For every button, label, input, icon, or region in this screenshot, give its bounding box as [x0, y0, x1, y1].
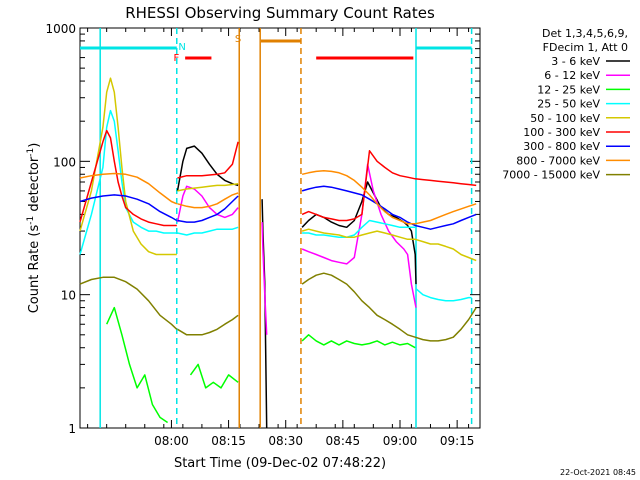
y-axis-label: Count Rate (s-1 detector-1)	[26, 143, 42, 314]
plot-area	[79, 27, 481, 429]
y-axis-label-sup1: -1	[26, 216, 36, 225]
date-stamp: 22-Oct-2021 08:45	[560, 468, 636, 477]
y-axis-label-part3: )	[27, 143, 42, 148]
series-3	[79, 109, 472, 302]
series-1-segment-1	[261, 222, 268, 335]
y-axis-label-sup2: -1	[26, 148, 36, 157]
legend-entry-1: 6 - 12 keV	[544, 69, 600, 82]
legend-entry-2: 12 - 25 keV	[537, 83, 600, 96]
y-tick-label-0: 1	[68, 422, 76, 436]
legend-entry-5: 100 - 300 keV	[523, 126, 600, 139]
legend-entry-8: 7000 - 15000 keV	[502, 169, 600, 182]
x-axis: 08:00 08:15 08:30 08:45 09:00 09:15	[87, 28, 475, 448]
event-lines	[99, 28, 473, 428]
series-6	[79, 185, 477, 230]
series-2-segment-2	[301, 334, 416, 349]
x-axis-label: Start Time (09-Dec-02 07:48:22)	[174, 456, 386, 471]
plot-frame	[79, 27, 481, 429]
series-4-segment-1	[177, 182, 239, 192]
series-8-segment-1	[177, 314, 239, 336]
series-7-segment-2	[301, 169, 477, 225]
x-tick-label-1: 08:15	[211, 434, 246, 448]
legend-entry-4: 50 - 100 keV	[530, 112, 600, 125]
y-tick-label-3: 1000	[45, 22, 76, 36]
legend-entry-0: 3 - 6 keV	[551, 55, 600, 68]
series-6-segment-0	[79, 194, 178, 222]
x-tick-label-2: 08:30	[268, 434, 303, 448]
series-5	[79, 129, 477, 227]
series-5-segment-2	[301, 150, 477, 222]
legend-entry-7: 800 - 7000 keV	[516, 154, 600, 167]
flag-label-F: F	[173, 53, 179, 64]
series-6-segment-1	[177, 195, 239, 223]
series-group	[79, 77, 477, 429]
series-5-segment-0	[79, 129, 177, 227]
series-7-segment-1	[177, 192, 239, 209]
y-tick-label-2: 100	[53, 155, 76, 169]
chart-title: RHESSI Observing Summary Count Rates	[125, 4, 435, 22]
series-2	[106, 306, 416, 424]
series-1	[176, 163, 417, 335]
series-3-segment-3	[415, 288, 472, 302]
series-1-segment-0	[176, 185, 239, 223]
series-8-segment-0	[79, 276, 178, 330]
legend-header-0: Det 1,3,4,5,6,9,	[542, 27, 628, 40]
series-7-segment-0	[79, 172, 178, 205]
y-axis-label-part1: Count Rate (s	[27, 225, 42, 314]
x-tick-label-4: 09:00	[383, 434, 418, 448]
series-0	[176, 145, 417, 429]
x-tick-label-0: 08:00	[154, 434, 189, 448]
series-3-segment-2	[302, 219, 416, 238]
series-5-segment-1	[177, 141, 239, 179]
series-0-segment-0	[176, 145, 239, 192]
series-4	[79, 77, 477, 262]
series-6-segment-2	[301, 185, 477, 230]
x-tick-label-3: 08:45	[326, 434, 361, 448]
series-2-segment-0	[106, 306, 169, 424]
series-8	[79, 272, 477, 342]
flag-label-N: N	[178, 42, 185, 53]
legend: Det 1,3,4,5,6,9,FDecim 1, Att 03 - 6 keV…	[502, 27, 630, 182]
legend-entry-6: 300 - 800 keV	[523, 140, 600, 153]
series-7	[79, 169, 477, 225]
series-3-segment-0	[79, 109, 177, 255]
series-4-segment-0	[79, 77, 177, 256]
x-tick-label-5: 09:15	[440, 434, 475, 448]
event-flags: NF S	[80, 34, 472, 64]
y-tick-label-1: 10	[61, 289, 76, 303]
series-4-segment-2	[301, 228, 477, 262]
series-2-segment-1	[189, 363, 239, 389]
y-axis-label-part2: detector	[27, 156, 42, 216]
series-8-segment-2	[301, 272, 477, 342]
legend-entry-3: 25 - 50 keV	[537, 98, 600, 111]
series-3-segment-1	[177, 226, 239, 236]
flag-label-S: S	[235, 34, 241, 45]
legend-header-1: FDecim 1, Att 0	[543, 41, 628, 54]
